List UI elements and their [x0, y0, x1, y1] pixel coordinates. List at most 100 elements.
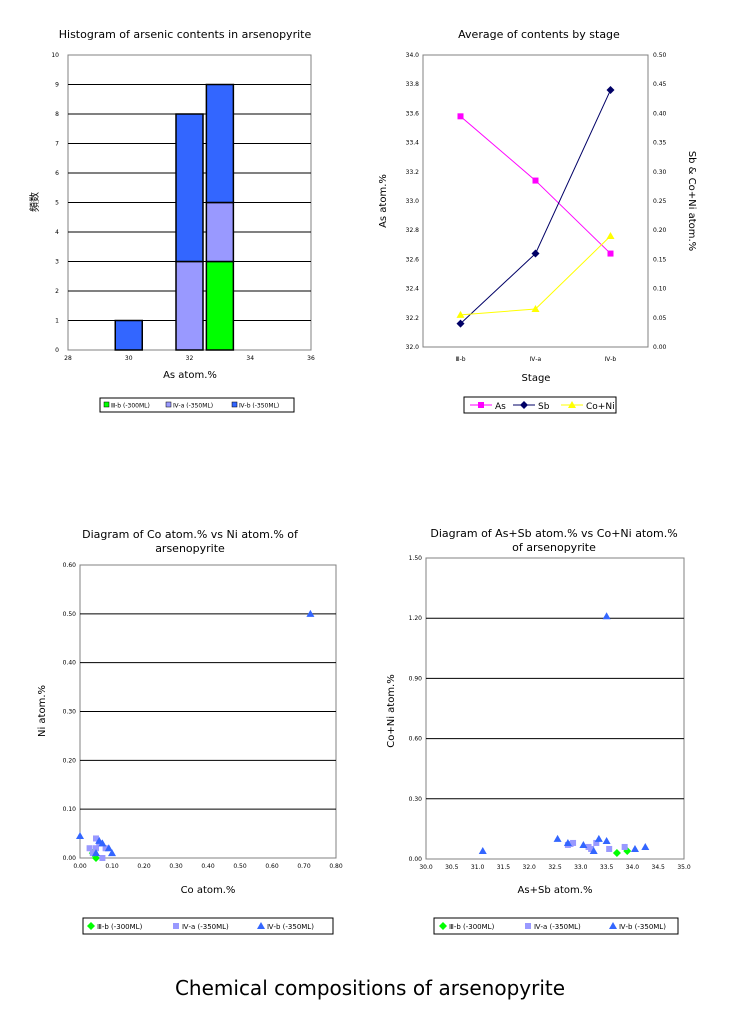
co-ni-x-tick: 0.80 — [329, 863, 343, 870]
average-legend-label: Sb — [538, 402, 550, 412]
histogram-legend-label: Ⅳ-b (-350ML) — [239, 403, 279, 410]
co-ni-y-tick: 0.10 — [63, 806, 77, 813]
average-series-point — [456, 310, 465, 318]
assb-coni-legend-marker — [439, 922, 447, 930]
average-y-tick: 34.0 — [406, 52, 420, 59]
assb-coni-legend-label: Ⅳ-a (-350ML) — [534, 923, 581, 931]
co-ni-legend — [82, 917, 334, 935]
histogram-y-tick: 1 — [55, 318, 59, 325]
average-y-tick: 33.4 — [406, 140, 420, 147]
co-ni-point — [104, 844, 113, 852]
assb-coni-legend — [433, 917, 679, 935]
histogram-bar — [205, 260, 235, 351]
page-caption: Chemical compositions of arsenopyrite — [174, 976, 566, 1000]
histogram-legend — [99, 397, 295, 413]
co-ni-point — [89, 850, 96, 857]
co-ni-y-tick: 0.50 — [63, 611, 77, 618]
histogram-bar — [114, 319, 143, 351]
histogram-chart: Histogram of arsenic contents in arsenop… — [28, 28, 315, 413]
average-y2-axis-label: Sb & Co+Ni atom.% — [686, 151, 697, 251]
co-ni-x-tick: 0.20 — [137, 863, 151, 870]
assb-coni-point — [612, 848, 621, 857]
co-ni-legend-marker — [173, 923, 179, 929]
co-ni-x-tick: 0.40 — [201, 863, 215, 870]
average-legend-label: Co+Ni — [586, 402, 615, 412]
histogram-y-tick: 4 — [55, 229, 59, 236]
assb-coni-point — [630, 844, 639, 852]
average-x-axis-label: Stage — [522, 373, 551, 384]
average-y-tick: 33.2 — [406, 169, 420, 176]
average-y-axis-label: As atom.% — [378, 174, 389, 228]
histogram-legend-swatch — [165, 401, 172, 408]
average-series-point — [606, 232, 615, 240]
histogram-x-tick: 34 — [246, 355, 254, 362]
average-y-tick: 32.0 — [406, 344, 420, 351]
histogram-bar — [175, 113, 204, 263]
average-series-point — [531, 249, 540, 258]
histogram-bar — [205, 201, 235, 263]
average-legend-marker — [478, 402, 484, 408]
assb-coni-point — [602, 836, 611, 844]
co-ni-point — [102, 845, 109, 852]
average-legend — [463, 396, 617, 414]
average-chart: Average of contents by stage 32.0 32.2 32.… — [378, 28, 697, 414]
assb-coni-x-tick: 32.5 — [548, 864, 562, 871]
assb-coni-y-axis-label: Co+Ni atom.% — [386, 674, 397, 748]
average-legend-marker — [568, 401, 576, 408]
co-ni-title-line1: Diagram of Co atom.% vs Ni atom.% of arse… — [82, 528, 299, 555]
co-ni-point — [92, 849, 100, 857]
assb-coni-x-tick: 30.0 — [419, 864, 433, 871]
co-ni-x-tick: 0.60 — [265, 863, 279, 870]
average-legend-marker — [520, 401, 528, 409]
histogram-y-axis-label: 頻数 — [28, 192, 41, 212]
assb-coni-point — [594, 834, 603, 842]
average-y-tick: 32.8 — [406, 227, 420, 234]
assb-coni-x-tick: 31.0 — [471, 864, 485, 871]
co-ni-y-tick: 0.60 — [63, 562, 77, 569]
histogram-y-tick: 0 — [55, 347, 59, 354]
assb-coni-x-tick: 33.0 — [574, 864, 588, 871]
co-ni-y-tick: 0.40 — [63, 660, 77, 667]
average-y-tick: 32.2 — [406, 315, 420, 322]
co-ni-legend-label: Ⅳ-b (-350ML) — [267, 923, 314, 931]
histogram-x-tick: 30 — [125, 355, 133, 362]
average-series-point — [606, 86, 615, 95]
average-y2-tick: 0.40 — [653, 110, 667, 117]
co-ni-point — [76, 832, 84, 840]
average-y2-tick: 0.00 — [653, 344, 667, 351]
average-series-point — [531, 305, 540, 313]
assb-coni-y-tick: 1.50 — [409, 555, 423, 562]
assb-coni-point — [579, 840, 588, 848]
assb-coni-point — [641, 842, 650, 850]
histogram-legend-swatch — [103, 401, 110, 408]
co-ni-point — [108, 849, 116, 857]
average-x-tick: Ⅳ-a — [530, 356, 542, 363]
assb-coni-x-tick: 32.0 — [523, 864, 537, 871]
histogram-y-tick: 7 — [55, 141, 59, 148]
histogram-y-tick: 2 — [55, 288, 59, 295]
average-y2-tick: 0.10 — [653, 286, 667, 293]
assb-coni-y-tick: 0.60 — [409, 736, 423, 743]
assb-coni-y-tick: 1.20 — [409, 615, 423, 622]
average-y-tick: 33.0 — [406, 198, 420, 205]
histogram-legend-label: Ⅳ-a (-350ML) — [173, 403, 213, 410]
histogram-title: Histogram of arsenic contents in arsenop… — [59, 28, 312, 41]
average-y2-tick: 0.35 — [653, 140, 667, 147]
histogram-x-tick: 28 — [64, 355, 72, 362]
co-ni-x-tick: 0.00 — [73, 863, 87, 870]
assb-coni-x-tick: 34.0 — [626, 864, 640, 871]
co-ni-y-axis-label: Ni atom.% — [37, 685, 48, 737]
co-ni-point — [99, 855, 106, 861]
assb-coni-x-tick: 30.5 — [445, 864, 459, 871]
average-series-point — [607, 250, 614, 257]
histogram-y-tick: 10 — [51, 52, 59, 59]
average-x-tick: Ⅲ-b — [455, 356, 465, 363]
average-plot-area — [422, 54, 649, 348]
histogram-y-tick: 3 — [55, 259, 59, 266]
assb-coni-point — [478, 846, 487, 854]
assb-coni-point — [606, 845, 613, 852]
assb-coni-legend-marker — [525, 923, 531, 929]
assb-coni-point — [588, 845, 595, 852]
average-y-tick: 32.6 — [406, 256, 420, 263]
assb-coni-point — [563, 838, 572, 846]
